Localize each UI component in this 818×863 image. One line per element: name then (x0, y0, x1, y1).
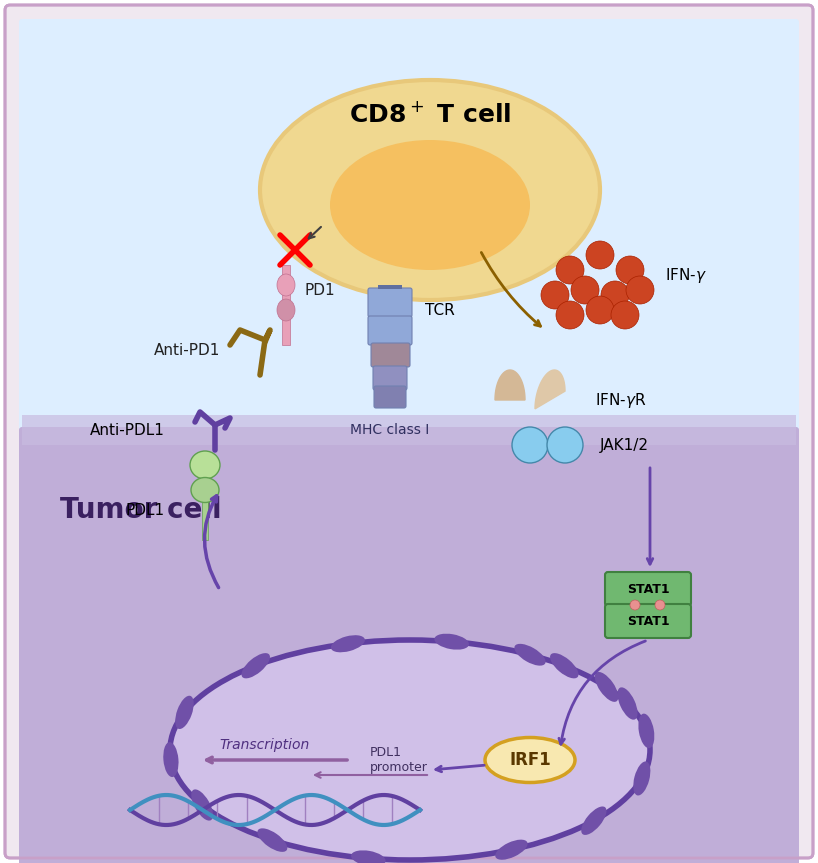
Bar (282, 265, 290, 345)
Text: Anti-PDL1: Anti-PDL1 (90, 423, 165, 438)
Text: Transcription: Transcription (220, 738, 310, 752)
Ellipse shape (582, 806, 606, 835)
Circle shape (556, 301, 584, 329)
Bar (378, 285, 402, 289)
Ellipse shape (175, 696, 194, 729)
Ellipse shape (164, 742, 178, 777)
Circle shape (616, 256, 644, 284)
Text: STAT1: STAT1 (627, 614, 669, 627)
Text: CD8$^+$ T cell: CD8$^+$ T cell (349, 103, 511, 128)
Circle shape (611, 301, 639, 329)
Text: IFN-$\gamma$R: IFN-$\gamma$R (595, 390, 646, 410)
Ellipse shape (241, 653, 270, 678)
Circle shape (601, 281, 629, 309)
Circle shape (626, 276, 654, 304)
Ellipse shape (638, 714, 654, 748)
Text: IRF1: IRF1 (509, 751, 551, 769)
Bar (22, 420, 796, 450)
FancyBboxPatch shape (19, 19, 799, 445)
Ellipse shape (277, 274, 295, 296)
Ellipse shape (633, 761, 650, 796)
Text: STAT1: STAT1 (627, 583, 669, 595)
Text: Tumor cell: Tumor cell (60, 496, 222, 524)
Circle shape (571, 276, 599, 304)
FancyBboxPatch shape (605, 572, 691, 606)
Circle shape (556, 256, 584, 284)
Bar (22, 415, 796, 445)
Ellipse shape (330, 635, 365, 652)
FancyBboxPatch shape (368, 316, 412, 345)
Ellipse shape (330, 140, 530, 270)
Text: JAK1/2: JAK1/2 (600, 438, 649, 452)
Circle shape (547, 427, 583, 463)
Text: IFN-$\gamma$: IFN-$\gamma$ (665, 266, 707, 285)
Ellipse shape (190, 451, 220, 479)
Text: Anti-PD1: Anti-PD1 (154, 343, 220, 357)
FancyBboxPatch shape (374, 386, 406, 408)
FancyBboxPatch shape (19, 427, 799, 863)
Ellipse shape (351, 850, 385, 863)
Circle shape (512, 427, 548, 463)
Ellipse shape (191, 477, 219, 502)
Ellipse shape (595, 672, 618, 702)
Text: MHC class I: MHC class I (350, 423, 429, 437)
Ellipse shape (495, 840, 528, 860)
Ellipse shape (258, 828, 287, 852)
Ellipse shape (550, 653, 578, 678)
Ellipse shape (515, 644, 546, 665)
FancyBboxPatch shape (605, 604, 691, 638)
Ellipse shape (485, 738, 575, 783)
Circle shape (541, 281, 569, 309)
Ellipse shape (170, 640, 650, 860)
FancyBboxPatch shape (368, 288, 412, 317)
Text: PD1: PD1 (305, 282, 335, 298)
Circle shape (655, 600, 665, 610)
Circle shape (630, 600, 640, 610)
Ellipse shape (434, 633, 469, 650)
Ellipse shape (277, 299, 295, 321)
Polygon shape (495, 370, 525, 400)
FancyBboxPatch shape (5, 5, 813, 858)
Circle shape (586, 241, 614, 269)
Text: PDL1: PDL1 (126, 502, 165, 518)
FancyBboxPatch shape (373, 366, 407, 390)
Ellipse shape (618, 687, 637, 720)
FancyBboxPatch shape (371, 343, 410, 367)
Text: TCR: TCR (425, 303, 455, 318)
Bar (202, 490, 208, 540)
Ellipse shape (191, 790, 213, 821)
Text: PDL1
promoter: PDL1 promoter (370, 746, 428, 774)
Circle shape (586, 296, 614, 324)
Ellipse shape (260, 80, 600, 300)
Polygon shape (535, 370, 565, 409)
